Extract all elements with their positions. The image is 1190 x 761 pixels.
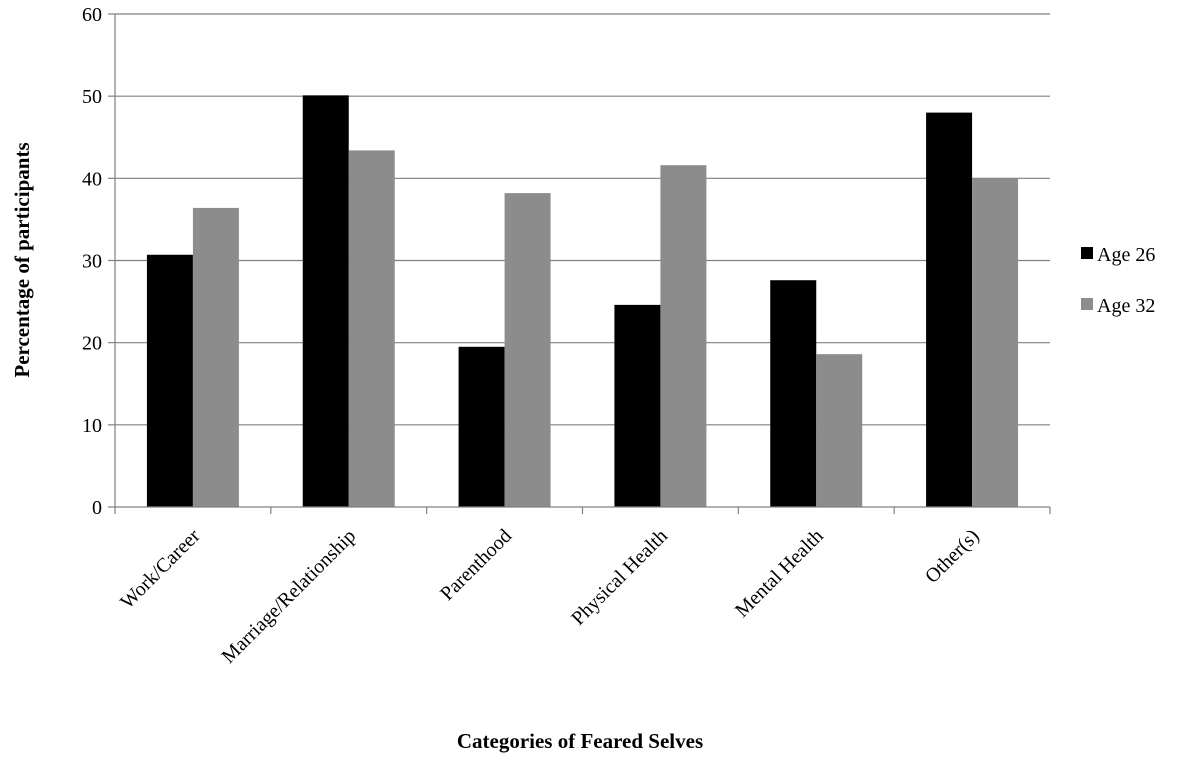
bar-age-26	[614, 304, 661, 507]
bar-age-32	[816, 354, 863, 507]
bar-age-26	[146, 254, 193, 507]
bar-age-32	[504, 193, 551, 507]
x-tick-label: Work/Career	[116, 525, 204, 613]
x-axis-title: Categories of Feared Selves	[457, 729, 703, 753]
gridlines	[115, 13, 1050, 426]
bars	[146, 95, 1019, 508]
bar-age-32	[348, 150, 395, 507]
x-tick-label: Physical Health	[567, 525, 672, 630]
bar-age-26	[302, 95, 349, 507]
bar-age-26	[770, 280, 817, 507]
y-tick-label: 10	[82, 415, 102, 437]
x-tick-label: Marriage/Relationship	[217, 525, 360, 668]
legend: Age 26 Age 32	[1081, 244, 1155, 317]
y-tick-label: 50	[82, 86, 102, 108]
bar-age-32	[660, 165, 707, 508]
x-tick-label: Parenthood	[436, 525, 516, 605]
y-axis-title: Percentage of participants	[10, 142, 34, 377]
y-tick-label: 20	[82, 333, 102, 355]
axes	[114, 14, 1051, 514]
y-tick-label: 0	[92, 497, 102, 519]
legend-label-age-26: Age 26	[1097, 244, 1155, 266]
y-tick-label: 60	[82, 4, 102, 26]
bar-age-32	[192, 207, 239, 507]
bar-age-26	[458, 346, 505, 507]
x-tick-labels: Work/Career Marriage/Relationship Parentho…	[116, 525, 983, 668]
bar-age-32	[972, 178, 1019, 508]
x-tick-label: Other(s)	[921, 525, 984, 588]
legend-label-age-32: Age 32	[1097, 295, 1155, 317]
x-tick-label: Mental Health	[731, 525, 828, 622]
y-tick-label: 40	[82, 168, 102, 190]
bar-age-26	[926, 112, 973, 507]
legend-swatch-age-26	[1081, 247, 1093, 259]
y-tick-label: 30	[82, 251, 102, 273]
y-tick-labels: 0 10 20 30 40 50 60	[82, 4, 115, 519]
legend-swatch-age-32	[1081, 298, 1093, 310]
